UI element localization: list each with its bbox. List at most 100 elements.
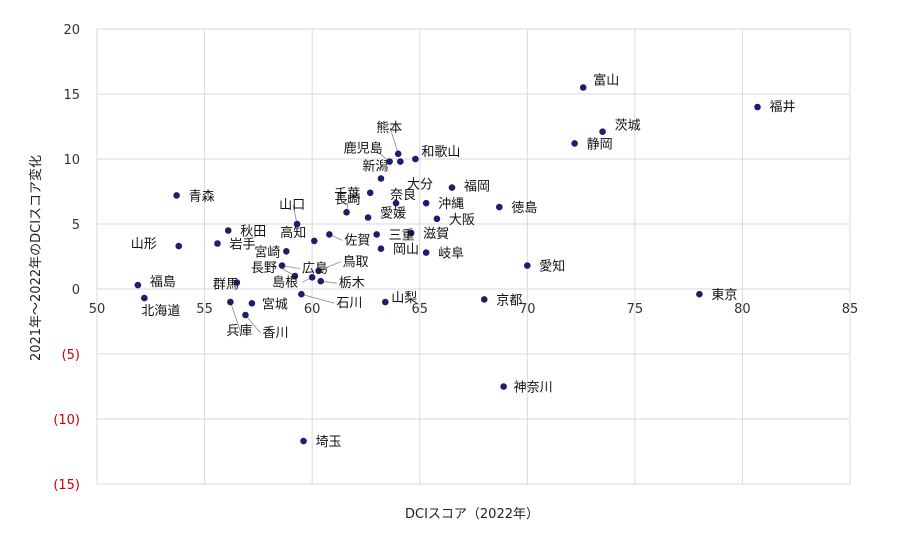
point-label: 千葉	[334, 187, 360, 202]
y-tick-label: 0	[72, 283, 80, 298]
point-label: 神奈川	[514, 381, 553, 396]
point-label: 愛媛	[380, 207, 406, 222]
data-point	[233, 279, 241, 286]
point-label: 長崎	[335, 192, 361, 207]
data-point	[278, 262, 286, 269]
data-point	[523, 262, 531, 269]
data-point	[412, 155, 419, 163]
data-point	[366, 189, 374, 197]
data-point	[293, 220, 301, 228]
y-tick-label: (10)	[53, 413, 80, 428]
data-point	[175, 242, 183, 250]
data-point	[343, 209, 350, 216]
data-point	[315, 267, 322, 275]
data-point	[386, 158, 393, 165]
point-label: 三重	[389, 227, 415, 243]
data-point	[308, 274, 316, 281]
data-point	[433, 215, 441, 223]
data-point	[291, 272, 299, 280]
data-point	[224, 227, 232, 234]
point-label: 滋賀	[423, 227, 449, 242]
x-tick-label: 85	[842, 302, 859, 317]
data-point	[397, 158, 404, 165]
x-tick-label: 75	[627, 302, 644, 317]
data-points	[134, 84, 761, 445]
point-label: 山梨	[391, 291, 417, 306]
point-label: 大分	[407, 178, 433, 193]
point-label: 岡山	[393, 243, 419, 258]
point-label: 北海道	[141, 304, 180, 319]
data-point	[298, 290, 305, 298]
data-point	[242, 311, 249, 319]
point-label: 佐賀	[344, 233, 370, 248]
data-point	[373, 231, 380, 238]
data-point	[407, 229, 415, 237]
data-point	[364, 214, 372, 221]
point-label: 鳥取	[343, 255, 369, 270]
data-point	[381, 298, 389, 306]
data-point	[422, 249, 430, 256]
point-label: 宮崎	[254, 244, 280, 260]
point-label: 静岡	[587, 137, 613, 152]
point-label: 茨城	[615, 119, 641, 134]
data-point	[377, 245, 385, 252]
point-label: 長野	[251, 261, 277, 276]
point-label: 兵庫	[226, 324, 252, 339]
point-label: 香川	[262, 326, 288, 341]
point-label: 高知	[280, 225, 306, 241]
data-point	[214, 240, 221, 247]
point-label: 石川	[336, 296, 362, 311]
point-label: 福井	[769, 100, 795, 115]
point-label: 岐阜	[438, 246, 464, 262]
point-label: 徳島	[511, 201, 537, 216]
y-tick-label: 15	[63, 88, 80, 103]
point-label: 和歌山	[421, 145, 460, 160]
point-label: 奈良	[390, 187, 416, 203]
data-point	[392, 199, 400, 207]
leader-line	[318, 261, 341, 272]
point-label: 東京	[711, 287, 737, 303]
point-label: 秋田	[240, 225, 266, 240]
data-point	[480, 296, 488, 303]
x-tick-label: 65	[411, 302, 428, 317]
point-label: 岩手	[229, 238, 255, 253]
point-label: 島根	[272, 275, 298, 290]
data-point	[448, 184, 456, 191]
data-point	[754, 103, 761, 111]
point-label: 大阪	[449, 213, 475, 228]
leader-line	[373, 148, 390, 162]
point-label: 宮城	[262, 296, 288, 312]
y-tick-label: (5)	[62, 348, 80, 363]
point-label: 埼玉	[316, 435, 342, 450]
leader-line	[301, 293, 335, 304]
leader-line	[245, 314, 261, 334]
data-point	[696, 290, 703, 298]
point-label: 福岡	[464, 180, 490, 195]
data-point	[599, 128, 606, 135]
point-label: 福島	[150, 275, 176, 290]
point-label: 愛知	[539, 259, 565, 275]
data-point	[283, 248, 290, 255]
data-point	[394, 150, 402, 158]
y-tick-label: 20	[63, 23, 80, 38]
point-label: 栃木	[339, 276, 365, 291]
x-tick-label: 50	[89, 302, 106, 317]
point-label: 山形	[131, 237, 157, 252]
point-label: 富山	[593, 73, 619, 89]
data-point	[134, 281, 142, 289]
data-point	[317, 277, 325, 285]
data-point	[422, 199, 430, 207]
grid-lines	[96, 28, 851, 485]
y-tick-label: 5	[72, 218, 80, 233]
y-tick-label: (15)	[53, 478, 80, 493]
y-axis-title: 2021年～2022年のDCIスコア変化	[28, 155, 44, 361]
data-point	[500, 383, 507, 390]
data-point	[248, 300, 256, 307]
point-label: 青森	[189, 189, 215, 204]
leader-line	[389, 127, 399, 154]
x-axis-title: DCIスコア（2022年）	[405, 507, 539, 522]
data-point	[227, 298, 234, 306]
